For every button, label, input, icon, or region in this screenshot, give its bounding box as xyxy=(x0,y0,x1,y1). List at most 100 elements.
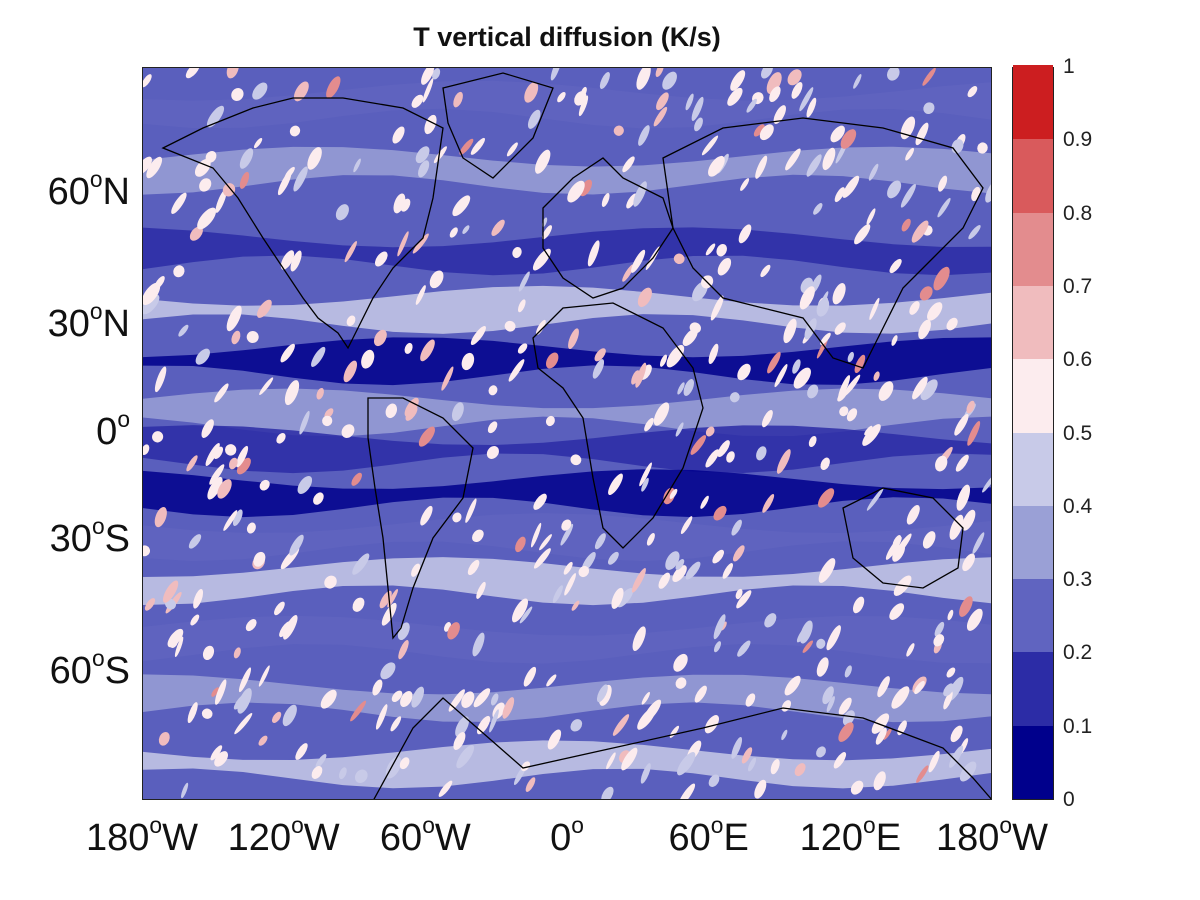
field-speckle-mark xyxy=(490,693,499,706)
field-speckle-mark xyxy=(199,178,212,192)
field-speckle-mark xyxy=(946,667,956,678)
field-speckle-mark xyxy=(284,166,295,179)
field-speckle-mark xyxy=(935,455,948,472)
field-speckle-mark xyxy=(673,253,685,265)
field-speckle-mark xyxy=(685,93,694,111)
field-speckle-mark xyxy=(769,86,781,103)
field-speckle-mark xyxy=(766,72,782,95)
field-speckle-mark xyxy=(892,535,902,548)
field-speckle-mark xyxy=(545,352,559,369)
field-speckle-mark xyxy=(764,613,777,628)
field-speckle-mark xyxy=(350,700,367,722)
field-speckle-mark xyxy=(955,454,969,472)
field-speckle-mark xyxy=(322,415,333,427)
field-speckle-mark xyxy=(716,243,727,257)
field-speckle-mark xyxy=(527,109,541,129)
field-speckle-mark xyxy=(518,271,530,292)
field-speckle-mark xyxy=(206,105,225,128)
field-speckle-mark xyxy=(178,324,189,337)
field-speckle-mark xyxy=(826,696,835,713)
field-speckle-mark xyxy=(289,125,301,137)
field-speckle-mark xyxy=(282,704,297,727)
field-speckle-mark xyxy=(578,565,590,578)
field-speckle-mark xyxy=(252,82,268,100)
coastline-north-america xyxy=(161,97,444,350)
field-speckle-mark xyxy=(641,477,649,492)
field-speckle-mark xyxy=(185,68,200,79)
field-speckle-mark xyxy=(452,195,471,217)
field-speckle-mark xyxy=(691,96,704,121)
field-speckle-mark xyxy=(717,440,730,457)
latitude-label: 0o xyxy=(96,405,130,453)
field-speckle-mark xyxy=(560,523,574,546)
field-speckle-mark xyxy=(822,147,836,171)
field-speckle-mark xyxy=(449,227,458,238)
colorbar-tick-label: 0.8 xyxy=(1063,201,1093,225)
field-speckle-mark xyxy=(918,319,931,340)
field-speckle-mark xyxy=(489,709,499,733)
field-speckle-mark xyxy=(316,387,324,400)
field-speckle-mark xyxy=(813,203,823,215)
longitude-label: 180oW xyxy=(936,811,1048,859)
field-speckle-mark xyxy=(601,786,614,799)
field-speckle-mark xyxy=(373,329,387,347)
field-speckle-mark xyxy=(962,553,975,572)
field-speckle-mark xyxy=(380,662,396,680)
field-speckle-mark xyxy=(621,747,638,771)
field-speckle-mark xyxy=(708,774,720,787)
colorbar-segment xyxy=(1013,285,1053,360)
field-speckle-mark xyxy=(854,354,866,374)
field-speckle-mark xyxy=(190,614,200,626)
field-speckle-mark xyxy=(659,354,668,367)
field-speckle-mark xyxy=(708,155,725,177)
field-speckle-mark xyxy=(447,622,460,640)
field-speckle-mark xyxy=(455,716,470,738)
field-speckle-mark xyxy=(594,348,606,362)
field-speckle-mark xyxy=(557,91,566,103)
field-speckle-mark xyxy=(504,320,516,332)
field-speckle-mark xyxy=(641,691,650,705)
field-speckle-mark xyxy=(640,763,651,784)
field-speckle-mark xyxy=(420,505,433,526)
field-speckle-mark xyxy=(506,142,518,157)
field-speckle-mark xyxy=(461,691,475,709)
field-speckle-mark xyxy=(631,568,646,593)
field-speckle-mark xyxy=(906,643,915,657)
field-speckle-mark xyxy=(571,600,580,611)
field-speckle-mark xyxy=(678,783,696,799)
field-speckle-mark xyxy=(374,251,388,267)
field-speckle-mark xyxy=(361,349,375,369)
field-speckle-mark xyxy=(954,414,969,436)
field-speckle-mark xyxy=(299,410,310,435)
field-speckle-mark xyxy=(375,704,388,730)
field-speckle-mark xyxy=(729,392,740,403)
field-speckle-mark xyxy=(919,286,933,301)
field-speckle-mark xyxy=(271,711,282,723)
field-speckle-mark xyxy=(675,422,684,437)
field-speckle-mark xyxy=(802,640,813,653)
field-speckle-mark xyxy=(552,585,563,603)
field-speckle-mark xyxy=(878,381,894,401)
field-speckle-mark xyxy=(231,88,244,101)
field-speckle-mark xyxy=(928,750,940,773)
chart-title: T vertical diffusion (K/s) xyxy=(413,22,721,52)
field-band xyxy=(143,388,991,437)
field-speckle-mark xyxy=(225,444,237,456)
field-speckle-mark xyxy=(186,455,198,472)
field-speckle-mark xyxy=(313,492,324,505)
colorbar-tick-label: 0.5 xyxy=(1063,421,1093,445)
field-speckle-mark xyxy=(324,575,337,589)
field-speckle-mark xyxy=(669,488,678,499)
coastline-south-america xyxy=(367,397,474,640)
field-speckle-mark xyxy=(834,322,846,335)
field-speckle-mark xyxy=(456,744,475,769)
latitude-label: 30oN xyxy=(47,297,130,345)
field-speckle-mark xyxy=(700,495,709,509)
field-speckle-mark xyxy=(741,747,753,764)
field-speckle-mark xyxy=(354,769,368,784)
field-speckle-mark xyxy=(246,331,259,343)
field-speckle-mark xyxy=(967,86,978,98)
field-speckle-mark xyxy=(816,638,826,649)
field-speckle-mark xyxy=(411,563,421,577)
field-speckle-mark xyxy=(550,68,562,81)
